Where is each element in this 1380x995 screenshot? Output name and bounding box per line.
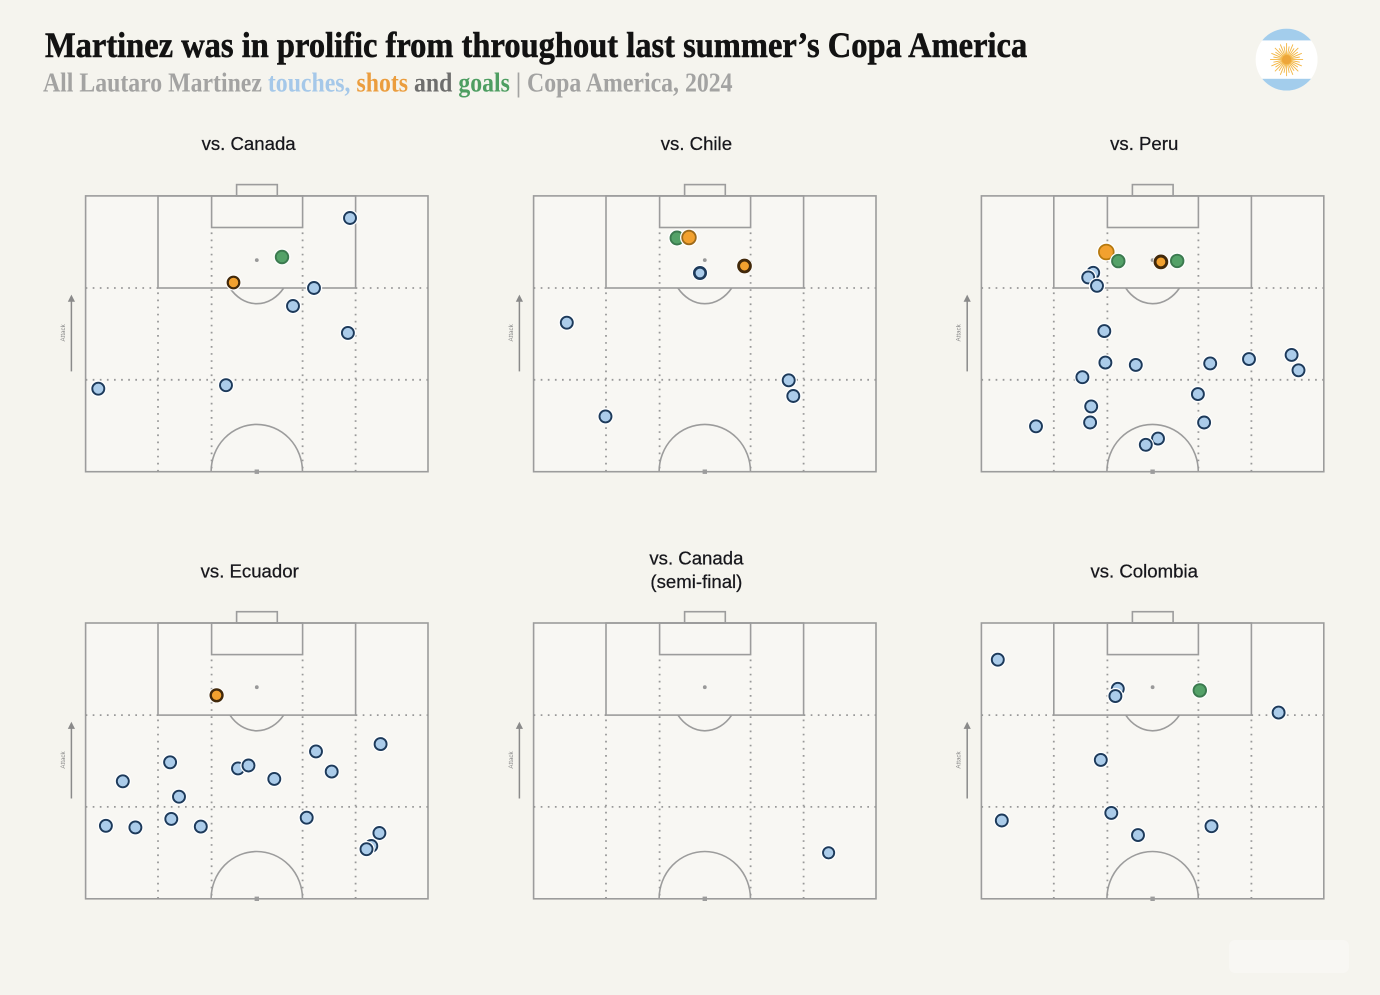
svg-text:Attack: Attack xyxy=(956,323,963,341)
svg-text:Attack: Attack xyxy=(60,323,67,341)
svg-text:Attack: Attack xyxy=(956,751,963,769)
svg-text:Attack: Attack xyxy=(508,751,515,769)
svg-text:vs. Ecuador: vs. Ecuador xyxy=(201,561,299,582)
svg-text:All Lautaro Martinez touches,: All Lautaro Martinez touches, shots and … xyxy=(43,67,733,98)
svg-text:vs. Colombia: vs. Colombia xyxy=(1090,561,1198,582)
svg-text:Attack: Attack xyxy=(60,751,67,769)
svg-text:Attack: Attack xyxy=(508,323,515,341)
svg-text:Martinez was in prolific from: Martinez was in prolific from throughout… xyxy=(45,27,1027,66)
svg-text:vs. Canada: vs. Canada xyxy=(202,133,297,154)
svg-text:vs. Canada: vs. Canada xyxy=(649,547,744,568)
svg-text:vs. Chile: vs. Chile xyxy=(661,133,732,154)
svg-text:vs. Peru: vs. Peru xyxy=(1110,133,1178,154)
svg-text:(semi-final): (semi-final) xyxy=(650,571,742,592)
